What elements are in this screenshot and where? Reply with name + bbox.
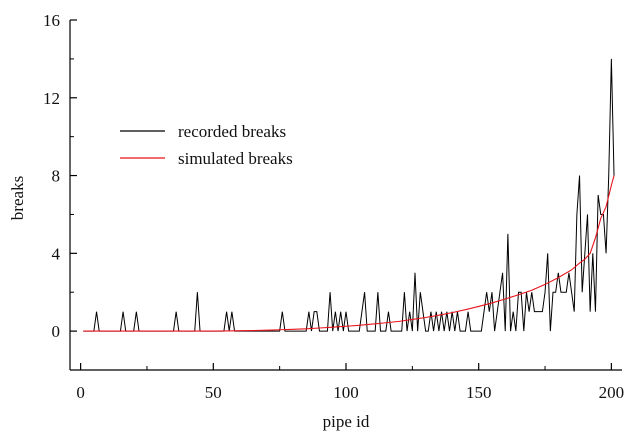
- x-axis-title: pipe id: [323, 412, 370, 431]
- y-axis-title: breaks: [8, 176, 27, 220]
- axes: 0 4 8 12 16 0 50 100 150 200: [43, 11, 624, 402]
- x-tick-label: 50: [205, 383, 222, 402]
- legend: recorded breaks simulated breaks: [120, 122, 293, 168]
- series-line-simulated-breaks: [83, 175, 615, 332]
- x-tick-label: 200: [599, 383, 625, 402]
- x-tick-label: 0: [76, 383, 85, 402]
- x-tick-label: 100: [333, 383, 359, 402]
- y-tick-label: 8: [52, 167, 61, 186]
- series-line-recorded-breaks: [83, 58, 615, 332]
- y-tick-label: 16: [43, 11, 60, 30]
- legend-label: recorded breaks: [178, 122, 286, 141]
- y-tick-label: 12: [43, 89, 60, 108]
- y-tick-label: 0: [52, 322, 61, 341]
- legend-label: simulated breaks: [178, 149, 293, 168]
- x-tick-label: 150: [466, 383, 492, 402]
- series-layer: [83, 58, 615, 332]
- y-tick-label: 4: [52, 244, 61, 263]
